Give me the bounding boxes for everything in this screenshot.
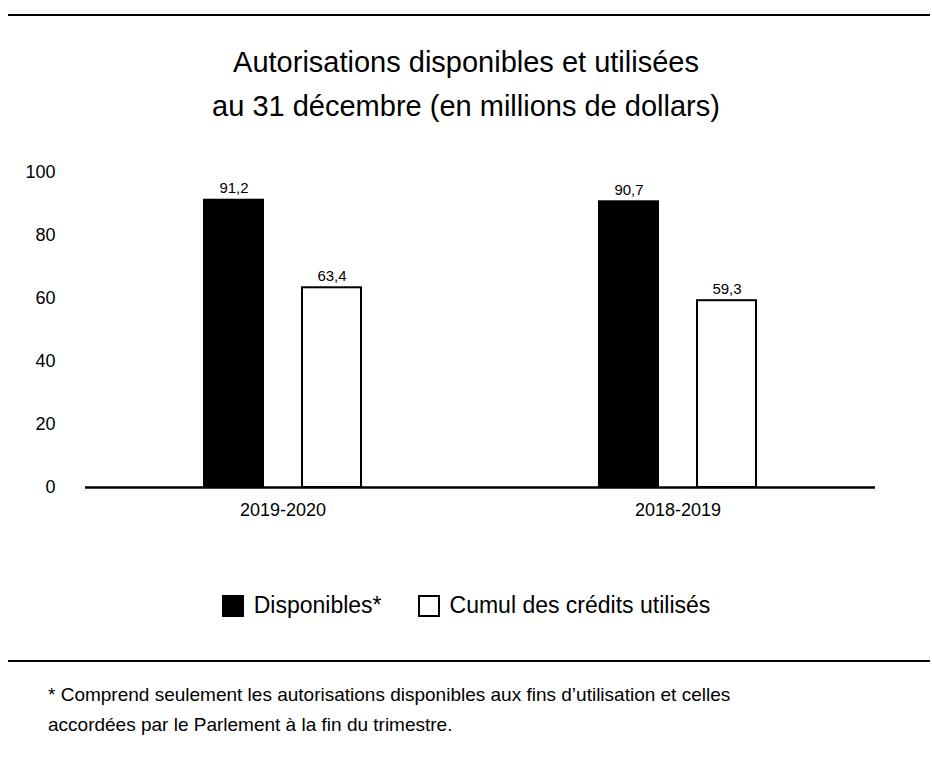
svg-text:40: 40 [35,351,55,371]
svg-text:2019-2020: 2019-2020 [240,500,326,520]
html-text:* Comprend seulement les autor: * Comprend seulement les autorisations d… [48,684,731,735]
svg-text:59,3: 59,3 [712,280,741,297]
svg-text:100: 100 [25,162,55,182]
svg-text:60: 60 [35,288,55,308]
svg-text:0: 0 [45,477,55,497]
svg-text:63,4: 63,4 [317,267,346,284]
svg-text:91,2: 91,2 [219,179,248,196]
svg-text:20: 20 [35,414,55,434]
html-text:Cumul des crédits utilisés: Cumul des crédits utilisés [449,592,711,618]
html-text:Autorisations disponibles et u: Autorisations disponibles et utilisées a… [212,46,720,122]
html-text:Disponibles*: Disponibles* [253,592,382,618]
svg-text:2018-2019: 2018-2019 [635,500,721,520]
svg-text:80: 80 [35,225,55,245]
svg-text:90,7: 90,7 [614,181,643,198]
